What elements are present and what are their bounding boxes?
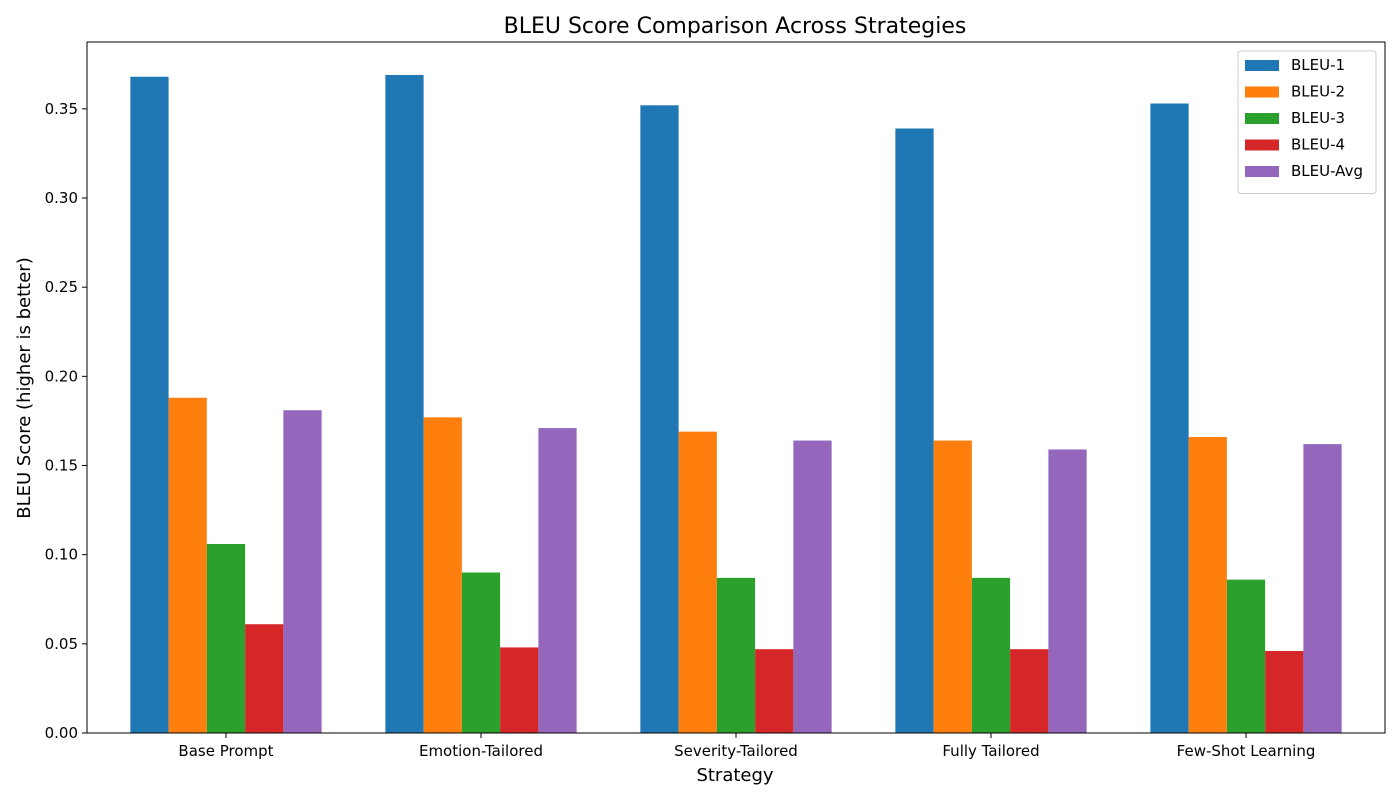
bar-bleu-2-2 [678, 431, 717, 733]
bar-bleu-1-1 [385, 74, 424, 734]
bar-bleu-4-1 [500, 647, 539, 733]
bar-bleu-3-0 [206, 543, 246, 733]
x-tick-label: Few-Shot Learning [1177, 742, 1316, 760]
bar-bleu-3-4 [1226, 579, 1266, 733]
bar-bleu-avg-4 [1303, 444, 1342, 733]
bar-bleu-4-3 [1010, 649, 1049, 733]
bar-bleu-3-2 [716, 577, 756, 733]
bar-bleu-1-0 [130, 76, 169, 733]
bar-bleu-2-0 [168, 397, 207, 733]
bar-bleu-1-2 [640, 105, 679, 734]
bar-bleu-4-4 [1265, 650, 1304, 733]
bar-bleu-3-1 [461, 572, 501, 733]
y-axis-label: BLEU Score (higher is better) [14, 257, 35, 518]
bar-bleu-3-3 [971, 577, 1011, 733]
x-axis-label: Strategy [696, 765, 773, 786]
x-tick-label: Base Prompt [178, 742, 273, 760]
y-tick-label: 0.05 [45, 635, 78, 653]
plot-frame [86, 41, 1386, 734]
bar-bleu-1-3 [895, 128, 934, 734]
bar-bleu-4-0 [245, 624, 284, 733]
bar-bleu-2-3 [933, 440, 972, 733]
bar-bleu-1-4 [1150, 103, 1189, 733]
bar-bleu-avg-0 [283, 410, 322, 733]
bar-bleu-avg-3 [1048, 449, 1087, 733]
y-tick-label: 0.30 [45, 189, 78, 207]
legend-label-bleu-2: BLEU-2 [1291, 83, 1345, 101]
y-tick-label: 0.00 [45, 724, 78, 742]
legend-swatch-bleu-3 [1245, 113, 1279, 124]
y-tick-label: 0.10 [45, 546, 78, 564]
bars-group [130, 74, 1342, 734]
y-tick-label: 0.15 [45, 457, 78, 475]
x-tick-label: Severity-Tailored [674, 742, 798, 760]
bar-bleu-avg-1 [538, 428, 577, 733]
x-tick-label: Fully Tailored [942, 742, 1039, 760]
legend: BLEU-1 BLEU-2 BLEU-3 BLEU-4 BLEU-Avg [1237, 50, 1377, 194]
bar-bleu-2-1 [423, 417, 462, 733]
y-tick-label: 0.25 [45, 278, 78, 296]
y-tick-label: 0.35 [45, 100, 78, 118]
legend-swatch-bleu-1 [1245, 60, 1279, 71]
legend-swatch-bleu-avg [1245, 166, 1279, 177]
bar-bleu-avg-2 [793, 440, 832, 733]
chart-title: BLEU Score Comparison Across Strategies [504, 14, 967, 39]
bar-bleu-2-4 [1188, 436, 1227, 733]
legend-label-bleu-4: BLEU-4 [1291, 136, 1345, 154]
legend-label-bleu-avg: BLEU-Avg [1291, 162, 1363, 180]
legend-swatch-bleu-4 [1245, 139, 1279, 151]
legend-swatch-bleu-2 [1245, 86, 1279, 98]
bar-bleu-4-2 [755, 649, 794, 733]
legend-label-bleu-3: BLEU-3 [1291, 109, 1345, 127]
legend-label-bleu-1: BLEU-1 [1291, 56, 1345, 74]
y-axis: 0.00 0.05 0.10 0.15 0.20 0.25 0.30 0.35 [45, 100, 87, 742]
x-tick-label: Emotion-Tailored [419, 742, 543, 760]
x-axis: Base Prompt Emotion-Tailored Severity-Tail… [178, 733, 1315, 760]
y-tick-label: 0.20 [45, 367, 78, 385]
